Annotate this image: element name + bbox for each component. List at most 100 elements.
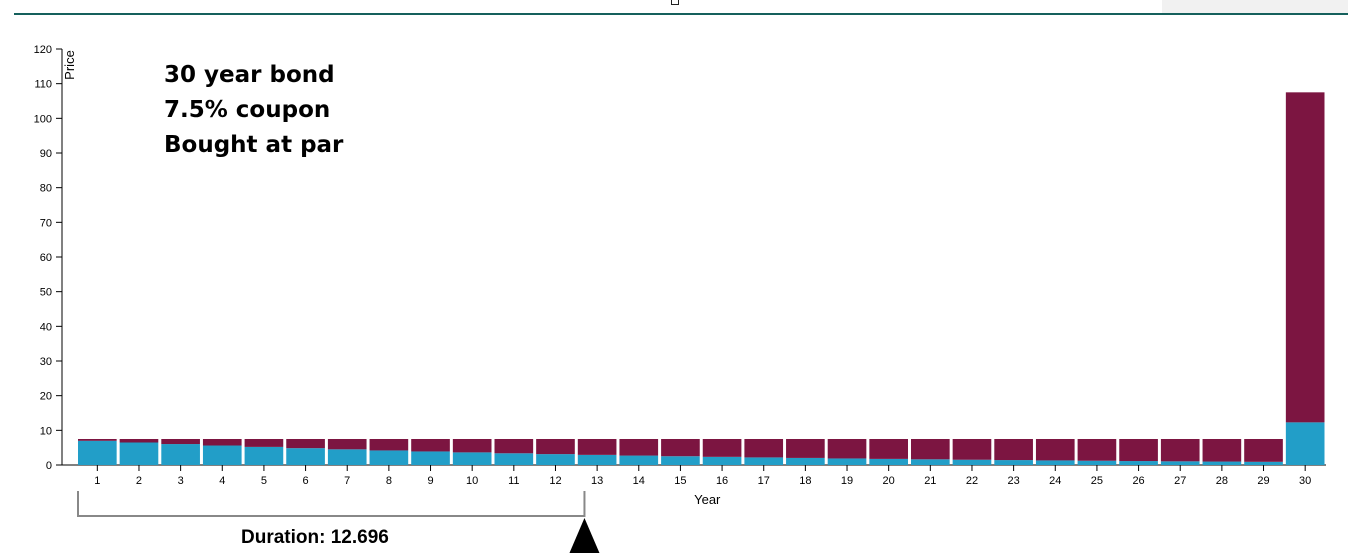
y-tick-label: 80 — [40, 183, 52, 195]
bar-segment-blue — [411, 451, 450, 465]
x-tick-label: 7 — [344, 475, 350, 487]
bar-segment-maroon — [494, 439, 534, 454]
bar-segment-blue — [1285, 422, 1325, 465]
y-tick-label: 20 — [40, 391, 52, 403]
bar-segment-blue — [827, 458, 867, 465]
x-tick-label: 3 — [178, 475, 184, 487]
x-tick-label: 20 — [883, 475, 895, 487]
bar-segment-blue — [161, 444, 200, 465]
x-tick-label: 12 — [549, 475, 561, 487]
bar-segment-blue — [702, 456, 742, 465]
bar-segment-maroon — [827, 439, 867, 459]
bar-segment-maroon — [911, 439, 950, 460]
bar-segment-blue — [744, 457, 784, 465]
x-tick-label: 11 — [508, 475, 519, 487]
chart-title-line-2: 7.5% coupon — [164, 97, 331, 123]
x-tick-label: 5 — [261, 475, 267, 487]
y-tick-label: 110 — [34, 79, 52, 91]
x-tick-label: 10 — [466, 475, 478, 487]
bar-segment-maroon — [244, 439, 284, 447]
y-tick-label: 90 — [40, 148, 52, 160]
duration-label: Duration: 12.696 — [241, 527, 389, 548]
bar-segment-maroon — [369, 439, 409, 451]
x-tick-label: 14 — [633, 475, 645, 487]
bar-segment-blue — [1160, 461, 1200, 465]
x-axis-title: Year — [694, 492, 721, 507]
x-tick-label: 19 — [841, 475, 853, 487]
resize-handle-icon[interactable] — [671, 0, 679, 5]
x-tick-label: 24 — [1049, 475, 1061, 487]
x-tick-label: 30 — [1299, 475, 1311, 487]
top-bar — [0, 0, 1348, 16]
x-tick-label: 2 — [136, 475, 142, 487]
bar-segment-blue — [327, 449, 367, 465]
bar-segment-maroon — [1035, 439, 1075, 461]
bar-segment-maroon — [119, 439, 159, 443]
bar-segment-maroon — [1077, 439, 1117, 461]
duration-bracket — [77, 491, 586, 517]
bar-segment-maroon — [744, 439, 784, 458]
bar-segment-maroon — [327, 439, 367, 450]
y-tick-label: 50 — [40, 287, 52, 299]
bar-segment-blue — [661, 456, 700, 465]
x-tick-label: 25 — [1091, 475, 1103, 487]
x-tick-label: 27 — [1174, 475, 1186, 487]
bar-segment-blue — [452, 452, 492, 465]
x-tick-label: 8 — [386, 475, 392, 487]
x-tick-label: 22 — [966, 475, 978, 487]
y-tick-label: 70 — [40, 217, 52, 229]
x-tick-label: 26 — [1132, 475, 1144, 487]
top-right-panel — [1162, 0, 1348, 13]
x-tick-label: 9 — [427, 475, 433, 487]
bar-segment-blue — [78, 440, 117, 465]
bar-segment-blue — [577, 454, 617, 465]
bar-segment-blue — [911, 459, 950, 465]
bar-segment-blue — [786, 457, 825, 465]
y-tick-label: 0 — [46, 460, 52, 472]
x-tick-label: 6 — [303, 475, 309, 487]
chart-title-line-3: Bought at par — [164, 132, 344, 158]
x-tick-label: 16 — [716, 475, 728, 487]
bar-segment-blue — [952, 459, 992, 465]
x-tick-label: 18 — [799, 475, 811, 487]
y-tick-label: 120 — [34, 44, 52, 56]
bar-segment-maroon — [536, 439, 575, 455]
bar-segment-blue — [1119, 461, 1158, 465]
bar-segment-blue — [869, 458, 908, 465]
bar-segment-maroon — [786, 439, 825, 458]
x-tick-label: 23 — [1008, 475, 1020, 487]
bar-segment-blue — [1244, 461, 1283, 465]
chart-title: 30 year bond 7.5% coupon Bought at par — [164, 58, 343, 163]
bar-segment-maroon — [1285, 92, 1325, 423]
chart-title-line-1: 30 year bond — [164, 62, 335, 88]
y-tick-label: 10 — [40, 425, 52, 437]
y-tick-label: 100 — [34, 113, 52, 125]
bar-segment-blue — [494, 453, 534, 465]
x-tick-label: 17 — [758, 475, 770, 487]
bar-segment-blue — [202, 445, 242, 465]
bar-segment-maroon — [202, 439, 242, 446]
bar-segment-maroon — [286, 439, 325, 449]
bar-segment-blue — [619, 455, 659, 465]
x-tick-label: 1 — [94, 475, 100, 487]
bar-segment-maroon — [702, 439, 742, 457]
bar-segment-maroon — [161, 439, 200, 445]
bar-segment-blue — [286, 448, 325, 465]
bar-segment-maroon — [577, 439, 617, 455]
top-divider — [14, 13, 1348, 15]
x-tick-label: 15 — [674, 475, 686, 487]
bar-segment-maroon — [1160, 439, 1200, 462]
bar-segment-maroon — [411, 439, 450, 452]
y-tick-label: 30 — [40, 356, 52, 368]
bar-segment-maroon — [1244, 439, 1283, 462]
bar-segment-blue — [369, 450, 409, 465]
bar-segment-maroon — [1119, 439, 1158, 462]
bar-segment-blue — [994, 460, 1033, 465]
bar-segment-maroon — [78, 439, 117, 441]
bar-segment-blue — [1035, 460, 1075, 465]
bar-segment-blue — [244, 446, 284, 465]
bar-segment-maroon — [661, 439, 700, 457]
y-axis-title: Price — [62, 50, 77, 80]
bar-segment-blue — [1202, 461, 1242, 465]
